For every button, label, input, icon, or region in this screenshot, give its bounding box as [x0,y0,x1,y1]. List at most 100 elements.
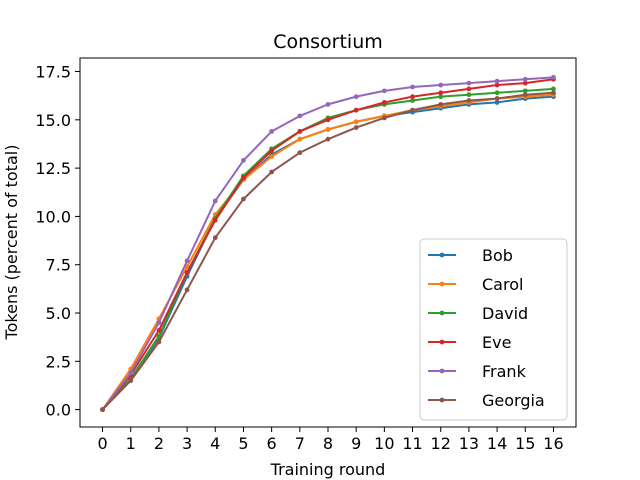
data-point-georgia [466,98,472,103]
data-point-georgia [522,92,528,98]
x-tick-label: 9 [351,434,361,453]
data-point-frank [184,258,190,264]
x-tick-label: 10 [374,434,394,453]
data-point-eve [438,90,444,96]
y-tick-label: 2.5 [46,352,71,371]
x-tick-label: 16 [543,434,563,453]
data-point-david [466,92,472,98]
data-point-david [156,333,162,339]
data-point-frank [297,113,303,119]
legend-marker-georgia [439,397,445,403]
data-point-eve [184,270,190,275]
data-point-eve [269,148,275,154]
data-point-david [410,98,415,103]
data-point-carol [269,154,275,159]
x-tick-label: 2 [154,434,164,453]
x-tick-label: 7 [295,434,305,453]
legend-marker-eve [439,339,445,345]
x-tick-label: 8 [323,434,333,453]
x-tick-label: 11 [402,434,422,453]
data-point-eve [297,129,303,134]
chart-title: Consortium [273,31,383,53]
data-point-eve [212,217,218,223]
data-point-georgia [353,125,359,130]
data-point-david [494,90,500,96]
data-point-frank [128,370,134,376]
data-point-eve [466,86,472,92]
plot-area [100,74,556,413]
legend-marker-carol [439,281,445,287]
data-point-frank [522,76,528,82]
data-point-frank [325,101,331,107]
data-point-carol [353,119,359,125]
y-tick-label: 10.0 [35,207,71,226]
legend-marker-bob [439,252,445,258]
data-point-georgia [269,169,275,175]
y-tick-label: 5.0 [46,304,71,323]
legend-marker-david [439,310,445,316]
data-point-georgia [156,339,162,345]
data-point-frank [353,94,359,100]
x-tick-label: 13 [459,434,479,453]
data-point-david [551,86,556,92]
legend-label-frank: Frank [482,362,527,381]
x-axis-label: Training round [270,460,386,479]
data-point-frank [551,74,556,80]
legend-label-david: David [482,304,528,323]
x-tick-label: 4 [210,434,220,453]
legend-label-bob: Bob [482,246,513,265]
data-point-eve [494,82,500,88]
y-tick-label: 12.5 [35,159,71,178]
y-tick-label: 7.5 [46,256,71,275]
x-tick-label: 12 [431,434,451,453]
data-point-georgia [410,107,415,113]
data-point-georgia [494,96,500,101]
data-point-frank [269,129,275,134]
data-point-georgia [184,287,190,293]
y-tick-label: 0.0 [46,401,71,420]
legend-marker-frank [439,368,445,374]
data-point-georgia [381,115,387,121]
x-tick-label: 15 [515,434,535,453]
data-point-frank [466,80,472,86]
data-point-frank [494,78,500,84]
data-point-frank [438,82,444,88]
x-tick-label: 6 [267,434,277,453]
data-point-eve [410,94,415,100]
data-point-georgia [551,90,556,96]
data-point-frank [212,198,218,204]
data-point-eve [381,100,387,105]
legend: Bob Carol David Eve Frank Georgia [419,238,568,421]
data-point-eve [353,107,359,113]
data-point-david [438,94,444,100]
data-point-eve [241,175,246,181]
data-point-georgia [100,407,105,413]
data-point-eve [522,80,528,86]
data-point-carol [325,127,331,132]
axes-ticks: 0 1 2 3 4 5 6 7 8 9 10 11 12 13 14 15 160.02.55.07.510.0… [35,57,577,453]
x-tick-label: 0 [97,434,107,453]
x-tick-label: 5 [238,434,248,453]
data-point-carol [297,136,303,142]
data-point-frank [410,84,415,90]
legend-label-carol: Carol [482,275,523,294]
data-point-georgia [128,378,134,384]
data-point-eve [156,328,162,333]
data-point-frank [156,320,162,326]
x-tick-label: 14 [487,434,507,453]
y-tick-label: 17.5 [35,63,71,82]
x-tick-label: 3 [182,434,192,453]
data-point-eve [325,117,331,123]
data-point-georgia [438,101,444,107]
data-point-georgia [241,196,246,202]
y-axis-label: Tokens (percent of total) [2,145,21,341]
y-tick-label: 15.0 [35,111,71,130]
data-point-david [522,88,528,94]
legend-box [419,238,568,421]
legend-label-georgia: Georgia [482,391,545,410]
data-point-frank [241,157,246,163]
data-point-bob [494,100,500,105]
data-point-georgia [297,150,303,156]
data-point-georgia [212,235,218,241]
